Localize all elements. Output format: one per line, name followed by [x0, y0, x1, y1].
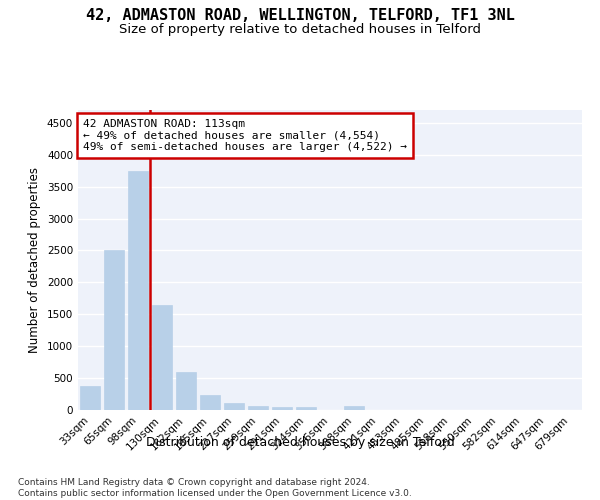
- Text: 42 ADMASTON ROAD: 113sqm
← 49% of detached houses are smaller (4,554)
49% of sem: 42 ADMASTON ROAD: 113sqm ← 49% of detach…: [83, 119, 407, 152]
- Bar: [296, 407, 316, 410]
- Bar: [200, 394, 220, 410]
- Text: Contains HM Land Registry data © Crown copyright and database right 2024.
Contai: Contains HM Land Registry data © Crown c…: [18, 478, 412, 498]
- Bar: [344, 406, 364, 410]
- Bar: [80, 386, 100, 410]
- Text: Distribution of detached houses by size in Telford: Distribution of detached houses by size …: [146, 436, 454, 449]
- Bar: [152, 306, 172, 410]
- Text: Size of property relative to detached houses in Telford: Size of property relative to detached ho…: [119, 22, 481, 36]
- Y-axis label: Number of detached properties: Number of detached properties: [28, 167, 41, 353]
- Bar: [224, 403, 244, 410]
- Text: 42, ADMASTON ROAD, WELLINGTON, TELFORD, TF1 3NL: 42, ADMASTON ROAD, WELLINGTON, TELFORD, …: [86, 8, 514, 22]
- Bar: [128, 172, 148, 410]
- Bar: [272, 407, 292, 410]
- Bar: [248, 406, 268, 410]
- Bar: [104, 250, 124, 410]
- Bar: [176, 372, 196, 410]
